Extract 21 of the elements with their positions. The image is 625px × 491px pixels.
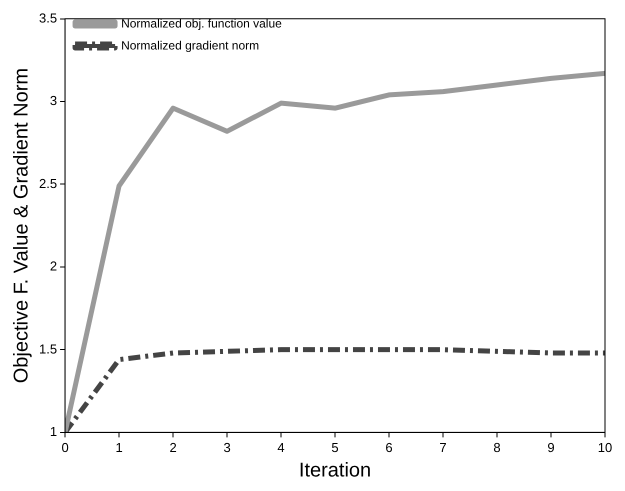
x-tick-label: 10 bbox=[598, 440, 612, 455]
x-axis-title: Iteration bbox=[298, 460, 372, 482]
y-tick-label: 1 bbox=[50, 424, 58, 439]
y-tick-label: 3 bbox=[50, 93, 58, 108]
y-tick-label: 2 bbox=[50, 258, 58, 274]
x-tick-label: 3 bbox=[223, 440, 231, 455]
x-tick-label: 7 bbox=[439, 440, 447, 455]
x-tick-label: 0 bbox=[61, 440, 69, 455]
y-tick-label: 3.5 bbox=[38, 10, 58, 26]
x-tick-label: 8 bbox=[493, 440, 501, 455]
legend-label: Normalized gradient norm bbox=[121, 38, 260, 52]
legend-label: Normalized obj. function value bbox=[121, 16, 282, 30]
x-tick-label: 5 bbox=[331, 440, 339, 455]
y-tick-label: 2.5 bbox=[38, 176, 58, 191]
y-tick-label: 1.5 bbox=[38, 341, 58, 356]
x-tick-label: 9 bbox=[547, 440, 555, 455]
x-tick-label: 2 bbox=[169, 440, 177, 455]
x-tick-label: 6 bbox=[385, 440, 393, 455]
x-tick-label: 4 bbox=[277, 440, 285, 455]
x-tick-label: 1 bbox=[115, 440, 123, 455]
y-axis-title: Objective F. Value & Gradient Norm bbox=[10, 68, 33, 384]
